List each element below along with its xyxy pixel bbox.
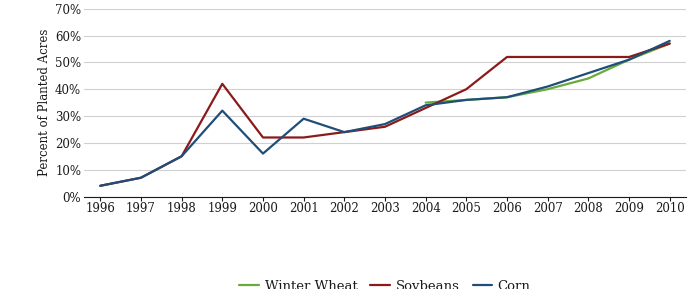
Y-axis label: Percent of Planted Acres: Percent of Planted Acres	[38, 29, 51, 176]
Legend: Winter Wheat, Soybeans, Corn: Winter Wheat, Soybeans, Corn	[234, 275, 536, 289]
